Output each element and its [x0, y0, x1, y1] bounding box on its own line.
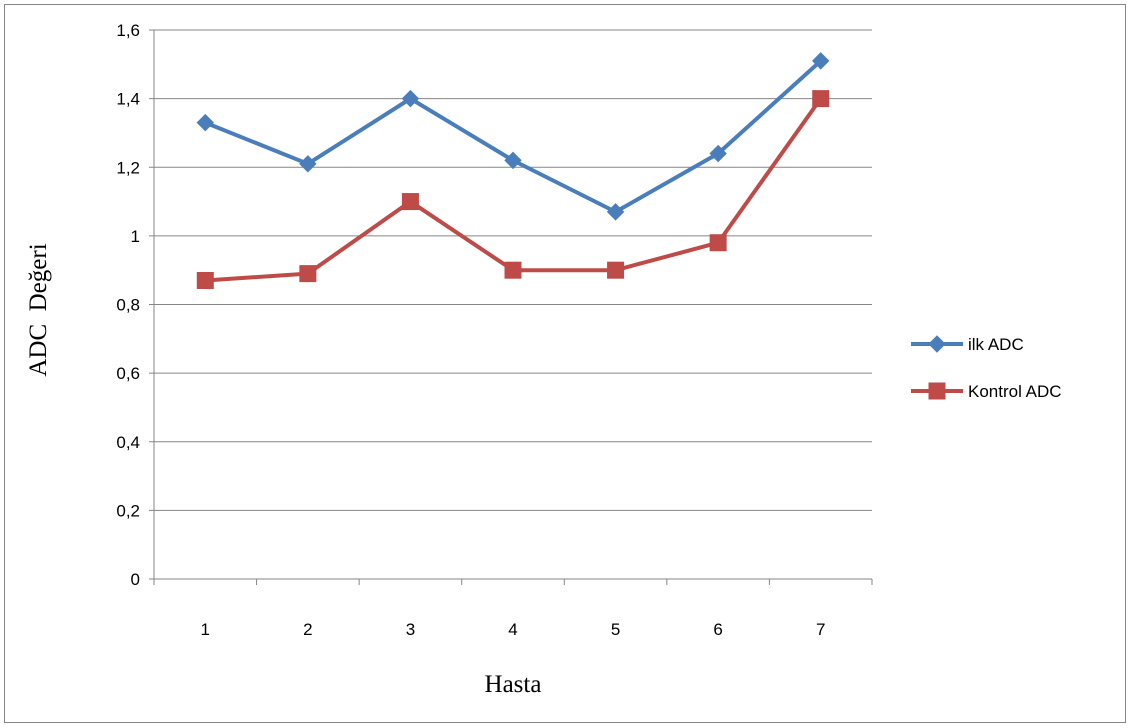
series-line: [204, 59, 823, 214]
y-tick-label: 0,8: [116, 296, 140, 315]
x-axis-title: Hasta: [485, 671, 542, 698]
y-tick-label: 1,6: [116, 21, 140, 40]
legend-swatch-marker: [928, 335, 946, 353]
y-tick-label: 0,4: [116, 433, 140, 452]
x-tick-label: 7: [816, 620, 825, 639]
series: [196, 52, 830, 289]
axes: [149, 29, 873, 585]
data-point: [401, 193, 419, 211]
legend-label: Kontrol ADC: [968, 382, 1062, 401]
legend: ilk ADC Kontrol ADC: [911, 335, 1062, 401]
x-tick-label: 2: [303, 620, 312, 639]
data-point: [299, 265, 317, 283]
data-point: [607, 261, 625, 279]
legend-swatch-marker: [928, 382, 946, 400]
y-tick-label: 1,4: [116, 90, 140, 109]
data-point: [504, 151, 522, 170]
chart-area: [4, 4, 1126, 723]
data-point: [812, 52, 830, 70]
legend-label: ilk ADC: [968, 335, 1024, 354]
legend-item: ilk ADC: [911, 335, 1024, 354]
series-line: [205, 97, 823, 283]
data-point: [196, 113, 214, 132]
y-axis-title: ADC Değeri: [25, 243, 52, 376]
data-point: [709, 234, 727, 252]
y-tick-label: 0,2: [116, 501, 140, 520]
data-point: [504, 261, 522, 279]
data-point: [709, 144, 727, 163]
y-tick-label: 0: [131, 570, 140, 589]
y-tick-label: 1,2: [116, 158, 140, 177]
x-tick-label: 5: [611, 620, 620, 639]
data-point: [606, 203, 625, 221]
data-point: [812, 90, 830, 108]
data-point: [196, 271, 214, 289]
series-2: [196, 90, 830, 289]
x-tick-label: 1: [201, 620, 210, 639]
legend-item: Kontrol ADC: [911, 382, 1062, 401]
y-tick-labels: 0 0,2 0,4 0,6 0,8 1 1,2 1,4 1,6: [116, 21, 140, 589]
series-1: [196, 52, 830, 221]
data-point: [299, 155, 317, 173]
x-tick-label: 6: [713, 620, 722, 639]
y-tick-label: 1: [131, 227, 140, 246]
y-tick-label: 0,6: [116, 364, 140, 383]
x-tick-label: 4: [508, 620, 517, 639]
data-point: [401, 89, 420, 108]
x-tick-label: 3: [406, 620, 415, 639]
x-tick-labels: 1 2 3 4 5 6 7: [201, 620, 826, 639]
